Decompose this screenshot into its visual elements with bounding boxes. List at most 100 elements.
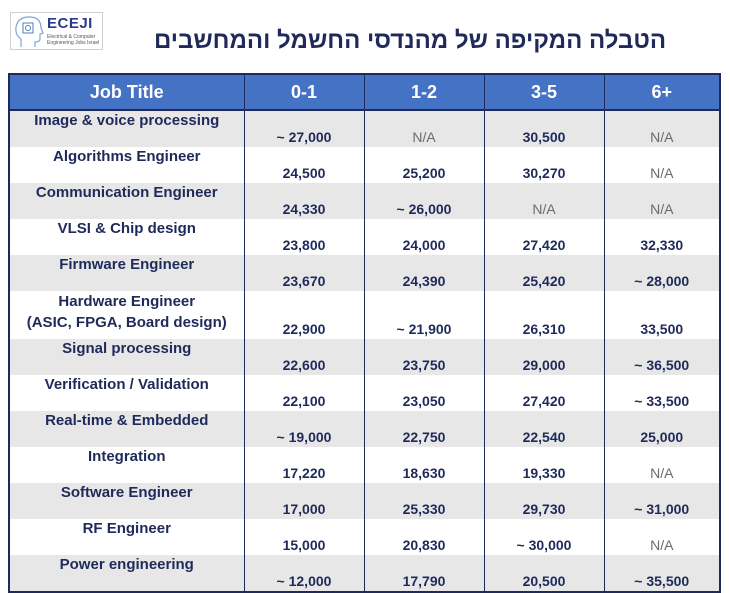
salary-cell: N/A: [603, 110, 721, 147]
salary-cell: 26,310: [483, 291, 604, 339]
job-title-cell: Power engineering: [8, 555, 244, 593]
salary-cell: 19,330: [483, 447, 604, 483]
salary-cell: 24,000: [363, 219, 484, 255]
salary-cell: 29,000: [483, 339, 604, 375]
table-row: Verification / Validation 22,100 23,050 27,…: [8, 375, 721, 411]
salary-cell: N/A: [603, 183, 721, 219]
salary-cell: 29,730: [483, 483, 604, 519]
job-title-cell: Firmware Engineer: [8, 255, 244, 291]
job-title: RF Engineer: [82, 520, 171, 537]
salary-cell: 22,750: [363, 411, 484, 447]
header-1-2: 1-2: [363, 73, 484, 111]
job-subtitle: (ASIC, FPGA, Board design): [26, 314, 227, 331]
salary-cell: N/A: [603, 447, 721, 483]
header-0-1: 0-1: [243, 73, 364, 111]
salary-cell: 25,200: [363, 147, 484, 183]
header-6-plus: 6+: [603, 73, 721, 111]
job-title-cell: Signal processing: [8, 339, 244, 375]
salary-cell: N/A: [483, 183, 604, 219]
table-row: Power engineering ~ 12,000 17,790 20,500 ~ 3…: [8, 555, 721, 593]
salary-cell: 30,500: [483, 110, 604, 147]
salary-cell: 25,000: [603, 411, 721, 447]
salary-cell: 24,500: [243, 147, 364, 183]
job-title: Signal processing: [62, 340, 192, 357]
salary-cell: 23,800: [243, 219, 364, 255]
job-title: Power engineering: [59, 556, 194, 573]
salary-cell: 24,390: [363, 255, 484, 291]
salary-cell: 22,600: [243, 339, 364, 375]
table-row: Hardware Engineer (ASIC, FPGA, Board desi…: [8, 291, 721, 339]
salary-cell: 25,420: [483, 255, 604, 291]
job-title: Algorithms Engineer: [52, 148, 201, 165]
salary-cell: ~ 33,500: [603, 375, 721, 411]
salary-cell: 25,330: [363, 483, 484, 519]
salary-cell: 15,000: [243, 519, 364, 555]
salary-cell: N/A: [603, 147, 721, 183]
job-title-cell: Algorithms Engineer: [8, 147, 244, 183]
salary-table: Job Title 0-1 1-2 3-5 6+ Image & voice p…: [8, 73, 721, 593]
job-title-cell: Software Engineer: [8, 483, 244, 519]
salary-cell: 22,100: [243, 375, 364, 411]
page-title: הטבלה המקיפה של מהנדסי החשמל והמחשבים: [153, 27, 667, 54]
job-title-cell: Real-time & Embedded: [8, 411, 244, 447]
table-row: RF Engineer 15,000 20,830 ~ 30,000 N/A: [8, 519, 721, 555]
table-row: Algorithms Engineer 24,500 25,200 30,270 N/A: [8, 147, 721, 183]
salary-cell: 17,790: [363, 555, 484, 593]
table-row: Communication Engineer 24,330 ~ 26,000 N/A N…: [8, 183, 721, 219]
salary-cell: 33,500: [603, 291, 721, 339]
job-title-cell: Communication Engineer: [8, 183, 244, 219]
table-row: Real-time & Embedded ~ 19,000 22,750 22,540…: [8, 411, 721, 447]
job-title-cell: Hardware Engineer (ASIC, FPGA, Board desi…: [8, 291, 244, 339]
salary-cell: 30,270: [483, 147, 604, 183]
job-title-cell: Verification / Validation: [8, 375, 244, 411]
salary-cell: 18,630: [363, 447, 484, 483]
salary-cell: 20,500: [483, 555, 604, 593]
salary-cell: ~ 30,000: [483, 519, 604, 555]
salary-cell: ~ 36,500: [603, 339, 721, 375]
table-row: VLSI & Chip design 23,800 24,000 27,420 32,3…: [8, 219, 721, 255]
salary-cell: 17,220: [243, 447, 364, 483]
job-title-cell: VLSI & Chip design: [8, 219, 244, 255]
table-row: Firmware Engineer 23,670 24,390 25,420 ~ 28,…: [8, 255, 721, 291]
salary-cell: ~ 12,000: [243, 555, 364, 593]
header-job-title: Job Title: [8, 73, 244, 111]
job-title: Integration: [88, 448, 166, 465]
salary-cell: 27,420: [483, 375, 604, 411]
eceji-logo: ECEJI Electrical & Computer Engineering …: [10, 12, 103, 50]
table-row: Image & voice processing ~ 27,000 N/A 30,50…: [8, 110, 721, 147]
job-title-cell: RF Engineer: [8, 519, 244, 555]
job-title: Communication Engineer: [35, 184, 218, 201]
job-title-cell: Image & voice processing: [8, 110, 244, 147]
salary-cell: ~ 26,000: [363, 183, 484, 219]
salary-cell: ~ 21,900: [363, 291, 484, 339]
salary-cell: ~ 28,000: [603, 255, 721, 291]
job-title: Software Engineer: [60, 484, 193, 501]
salary-cell: 23,750: [363, 339, 484, 375]
salary-cell: 17,000: [243, 483, 364, 519]
salary-cell: 24,330: [243, 183, 364, 219]
table-row: Software Engineer 17,000 25,330 29,730 ~ 31,…: [8, 483, 721, 519]
table-row: Integration 17,220 18,630 19,330 N/A: [8, 447, 721, 483]
salary-cell: ~ 27,000: [243, 110, 364, 147]
job-title: Real-time & Embedded: [45, 412, 209, 429]
logo-tagline: Electrical & Computer Engineering Jobs I…: [47, 34, 100, 46]
salary-cell: N/A: [603, 519, 721, 555]
salary-cell: ~ 19,000: [243, 411, 364, 447]
header-row: Job Title 0-1 1-2 3-5 6+: [8, 73, 721, 111]
job-title: Hardware Engineer: [58, 293, 196, 310]
job-title: Firmware Engineer: [59, 256, 195, 273]
salary-cell: 23,050: [363, 375, 484, 411]
job-title: Image & voice processing: [34, 112, 220, 129]
salary-cell: 27,420: [483, 219, 604, 255]
header-3-5: 3-5: [483, 73, 604, 111]
job-title: VLSI & Chip design: [57, 220, 196, 237]
salary-cell: 23,670: [243, 255, 364, 291]
table-row: Signal processing 22,600 23,750 29,000 ~ 36,…: [8, 339, 721, 375]
salary-cell: N/A: [363, 110, 484, 147]
salary-cell: 22,900: [243, 291, 364, 339]
head-circuit-icon: [15, 16, 44, 47]
salary-cell: ~ 35,500: [603, 555, 721, 593]
job-title: Verification / Validation: [44, 376, 209, 393]
job-title-cell: Integration: [8, 447, 244, 483]
logo-brand: ECEJI: [47, 15, 93, 32]
